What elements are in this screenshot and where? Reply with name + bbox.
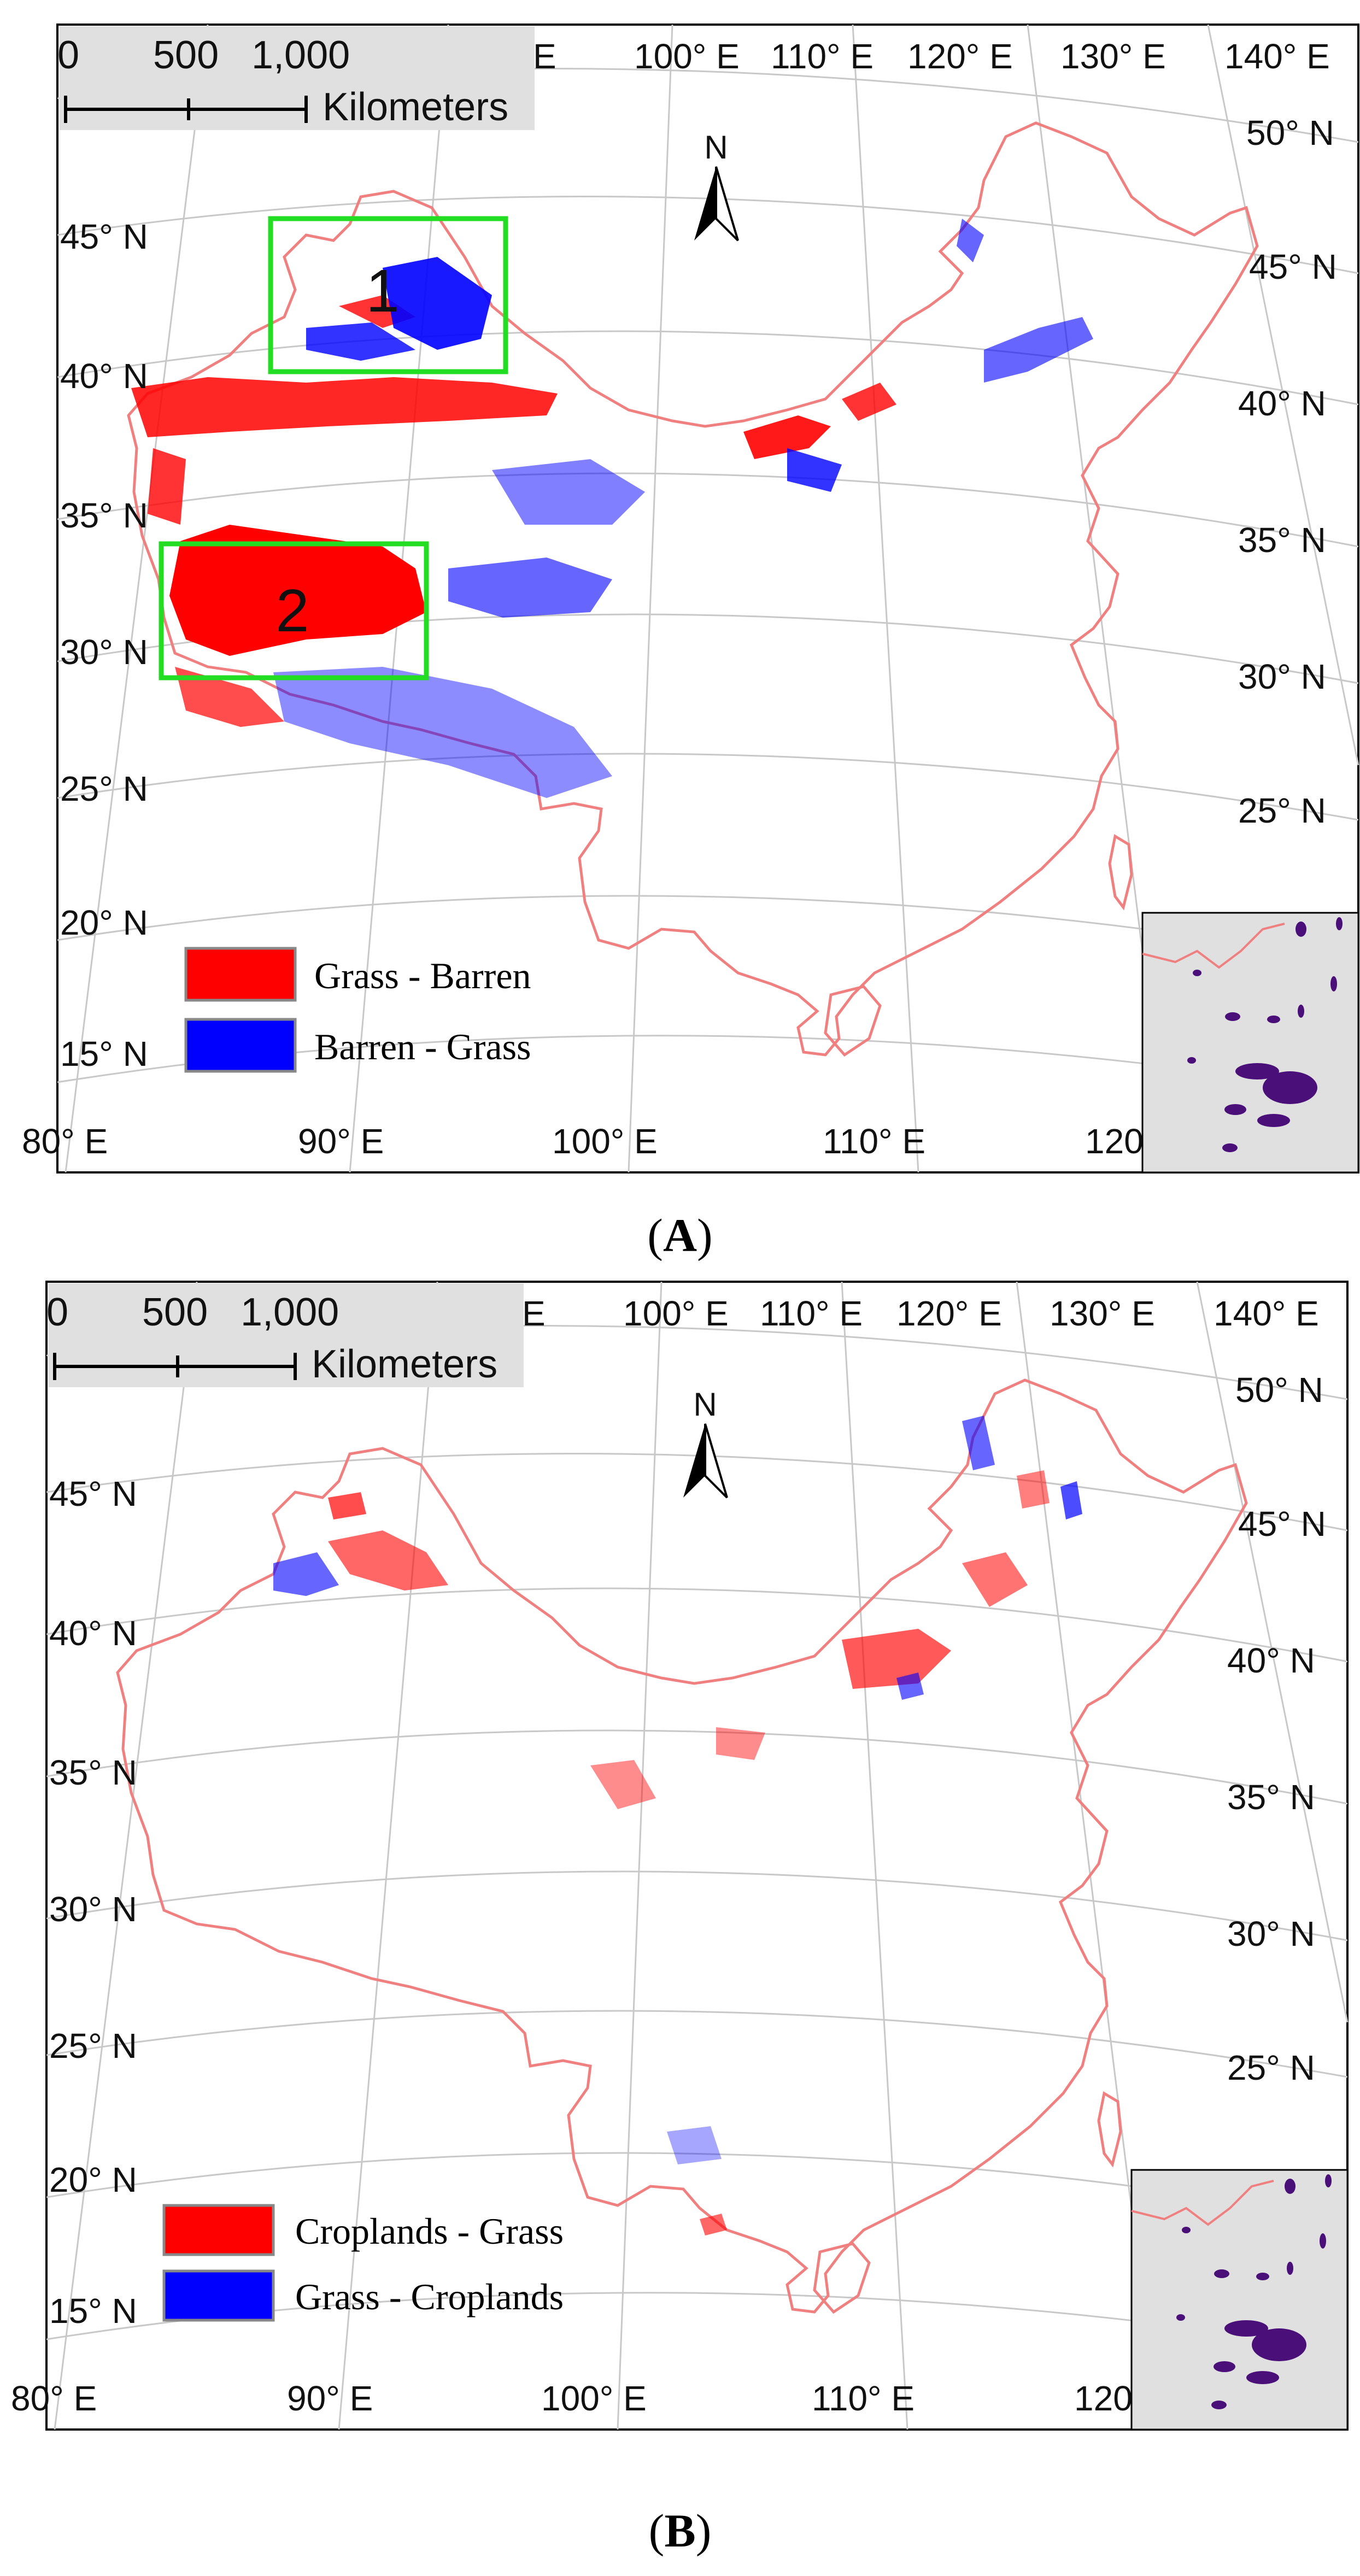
north-arrow: N	[683, 1386, 728, 1499]
box-2: 2	[159, 541, 429, 680]
caption-b: (B)	[648, 2504, 712, 2557]
box-1: 1	[268, 216, 508, 374]
scale-tick-0: 0	[57, 33, 79, 77]
scale-unit: Kilometers	[312, 1342, 497, 1386]
grass-croplands-patches	[273, 1416, 1082, 2164]
legend-label-barren-grass: Barren - Grass	[314, 1026, 531, 1067]
caption-a: (A)	[647, 1209, 713, 1261]
bottom-lon-labels: 80° E 90° E 100° E 110° E 120	[11, 2379, 1133, 2418]
svg-text:45° N: 45° N	[49, 1474, 137, 1513]
legend-label-grass-croplands: Grass - Croplands	[295, 2276, 564, 2317]
svg-text:30° N: 30° N	[1227, 1914, 1315, 1953]
top-lon-labels: E 100° E 110° E 120° E 130° E 140° E	[522, 1294, 1319, 1333]
svg-text:40° N: 40° N	[49, 1613, 137, 1653]
svg-text:50° N: 50° N	[1235, 1370, 1323, 1410]
svg-text:120: 120	[1074, 2379, 1133, 2418]
svg-text:45° N: 45° N	[1249, 247, 1337, 286]
scale-bar: 0 500 1,000 Kilometers	[57, 26, 535, 130]
north-arrow: N	[694, 129, 739, 242]
barren-grass-patches	[273, 219, 1093, 798]
legend-label-grass-barren: Grass - Barren	[314, 955, 531, 996]
svg-text:110° E: 110° E	[771, 37, 874, 76]
svg-text:30° N: 30° N	[60, 632, 148, 672]
svg-text:20° N: 20° N	[49, 2160, 137, 2199]
svg-text:40° N: 40° N	[60, 356, 148, 396]
svg-text:35° N: 35° N	[49, 1753, 137, 1792]
svg-text:20° N: 20° N	[60, 903, 148, 942]
svg-text:110° E: 110° E	[823, 1122, 925, 1161]
right-lat-labels: 50° N 45° N 40° N 35° N 30° N 25° N	[1227, 1370, 1326, 2087]
svg-text:100° E: 100° E	[634, 37, 740, 76]
svg-text:90° E: 90° E	[287, 2379, 373, 2418]
svg-text:35° N: 35° N	[1238, 520, 1326, 560]
svg-text:25° N: 25° N	[1227, 2048, 1315, 2087]
svg-text:E: E	[533, 37, 556, 76]
svg-text:N: N	[704, 129, 728, 166]
panel-a-map: 1 2 0 500 1,000 Kilometers N E 100° E	[22, 24, 1359, 1173]
scale-tick-1000: 1,000	[251, 33, 350, 77]
svg-text:100° E: 100° E	[623, 1294, 729, 1333]
svg-text:110° E: 110° E	[760, 1294, 863, 1333]
svg-text:E: E	[522, 1294, 546, 1333]
svg-text:2: 2	[275, 577, 309, 644]
svg-text:120° E: 120° E	[907, 37, 1013, 76]
svg-text:140° E: 140° E	[1224, 37, 1330, 76]
svg-text:1: 1	[366, 257, 399, 325]
south-china-sea-inset	[1130, 2169, 1349, 2431]
legend: Grass - Barren Barren - Grass	[184, 947, 531, 1073]
svg-text:40° N: 40° N	[1238, 384, 1326, 423]
bottom-lon-labels: 80° E 90° E 100° E 110° E 120	[22, 1122, 1144, 1161]
svg-text:40° N: 40° N	[1227, 1641, 1315, 1680]
svg-text:80° E: 80° E	[11, 2379, 97, 2418]
grass-barren-patches	[131, 295, 896, 727]
south-china-sea-inset	[1141, 912, 1359, 1173]
svg-text:120: 120	[1085, 1122, 1144, 1161]
svg-text:110° E: 110° E	[812, 2379, 915, 2418]
croplands-grass-patches	[328, 1470, 1050, 2235]
left-lat-labels: 45° N 40° N 35° N 30° N 25° N 20° N 15° …	[60, 217, 148, 1073]
scale-tick-500: 500	[142, 1290, 208, 1334]
svg-text:35° N: 35° N	[1227, 1777, 1315, 1817]
svg-text:80° E: 80° E	[22, 1122, 108, 1161]
scale-tick-0: 0	[46, 1290, 68, 1334]
svg-text:100° E: 100° E	[552, 1122, 658, 1161]
right-lat-labels: 50° N 45° N 40° N 35° N 30° N 25° N	[1238, 113, 1337, 830]
top-lon-labels: E 100° E 110° E 120° E 130° E 140° E	[533, 37, 1330, 76]
svg-text:50° N: 50° N	[1246, 113, 1334, 152]
svg-text:15° N: 15° N	[49, 2291, 137, 2331]
legend-label-croplands-grass: Croplands - Grass	[295, 2210, 564, 2252]
svg-text:25° N: 25° N	[49, 2026, 137, 2066]
svg-text:N: N	[693, 1386, 717, 1423]
svg-text:90° E: 90° E	[298, 1122, 384, 1161]
svg-text:120° E: 120° E	[896, 1294, 1002, 1333]
svg-text:140° E: 140° E	[1214, 1294, 1319, 1333]
scale-tick-500: 500	[153, 33, 219, 77]
svg-text:100° E: 100° E	[541, 2379, 647, 2418]
svg-text:35° N: 35° N	[60, 496, 148, 535]
svg-text:25° N: 25° N	[60, 769, 148, 808]
scale-tick-1000: 1,000	[241, 1290, 339, 1334]
svg-text:25° N: 25° N	[1238, 791, 1326, 830]
scale-bar: 0 500 1,000 Kilometers	[46, 1283, 524, 1387]
svg-text:45° N: 45° N	[1238, 1504, 1326, 1544]
svg-text:45° N: 45° N	[60, 217, 148, 256]
left-lat-labels: 45° N 40° N 35° N 30° N 25° N 20° N 15° …	[49, 1474, 137, 2331]
svg-text:130° E: 130° E	[1050, 1294, 1155, 1333]
svg-text:30° N: 30° N	[49, 1890, 137, 1929]
svg-text:15° N: 15° N	[60, 1034, 148, 1073]
legend: Croplands - Grass Grass - Croplands	[162, 2204, 564, 2322]
svg-text:130° E: 130° E	[1060, 37, 1166, 76]
svg-text:30° N: 30° N	[1238, 657, 1326, 696]
panel-b-map: 0 500 1,000 Kilometers N E 100° E 110° E…	[11, 1281, 1349, 2431]
scale-unit: Kilometers	[323, 85, 508, 129]
